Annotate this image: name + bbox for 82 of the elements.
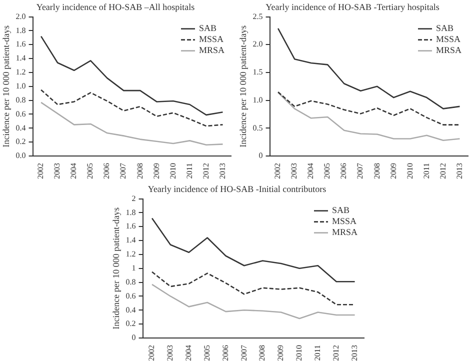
legend-label: SAB	[332, 205, 350, 216]
x-tick-label: 2012	[201, 163, 210, 179]
x-tick-label: 2011	[313, 345, 322, 361]
x-tick-label: 2009	[152, 163, 161, 179]
line-series	[151, 271, 356, 306]
x-tick-label: 2009	[388, 163, 398, 179]
x-tick-label: 2011	[422, 163, 431, 179]
x-tick-label: 2012	[331, 345, 340, 361]
y-axis-title: Incidence per 10 000 patient-days	[0, 24, 11, 148]
x-tick-label: 2009	[276, 345, 286, 361]
legend-label: MRSA	[199, 45, 226, 56]
x-tick-label: 2008	[135, 163, 144, 179]
x-tick-label: 2002	[147, 345, 156, 361]
x-tick-label: 2010	[294, 345, 304, 361]
y-tick-label: 1.8	[126, 208, 136, 217]
y-tick-label: 1.8	[16, 26, 26, 35]
line-series	[277, 91, 460, 126]
x-tick-label: 2006	[220, 345, 230, 361]
y-tick-label: 1.5	[252, 68, 263, 77]
y-axis-title: Incidence per 10 000 patient-days	[238, 24, 248, 148]
legend-label: MSSA	[436, 34, 462, 44]
x-tick-label: 2003	[290, 163, 299, 179]
x-tick-label: 2005	[86, 163, 95, 179]
chart-title: Yearly incidence of HO-SAB -Initial contributors	[148, 184, 327, 194]
chart-title: Yearly incidence of HO-SAB -Tertiary hospitals	[266, 2, 440, 12]
x-tick-label: 2002	[273, 163, 282, 179]
x-tick-label: 2008	[258, 345, 267, 361]
x-tick-label: 2007	[118, 163, 128, 179]
y-tick-label: 1.0	[16, 81, 26, 90]
x-tick-label: 2004	[69, 163, 78, 179]
x-tick-label: 2007	[239, 345, 248, 361]
x-tick-label: 2004	[184, 345, 193, 361]
y-tick-label: 1.6	[16, 40, 26, 49]
legend-label: MSSA	[332, 216, 358, 226]
y-tick-label: 1.4	[16, 54, 26, 63]
y-tick-label: 0.5	[252, 123, 263, 132]
y-tick-label: 0.8	[126, 277, 136, 286]
y-tick-label: 0.2	[126, 319, 136, 328]
x-tick-label: 2012	[438, 163, 448, 179]
y-tick-label: 0.6	[126, 291, 136, 300]
x-tick-label: 2013	[218, 163, 227, 179]
y-tick-label: 1.2	[126, 250, 136, 259]
y-tick-label: 2.5	[252, 12, 263, 21]
x-tick-label: 2013	[454, 163, 464, 179]
y-tick-label: 1.0	[252, 95, 263, 104]
x-tick-label: 2003	[166, 345, 175, 361]
x-tick-label: 2003	[52, 163, 62, 179]
y-tick-label: 1.4	[126, 236, 136, 245]
chart-title: Yearly incidence of HO-SAB –All hospitals	[36, 2, 196, 12]
legend-label: MRSA	[436, 45, 462, 56]
x-tick-label: 2006	[339, 163, 348, 179]
y-tick-label: 0.0	[16, 151, 26, 160]
x-tick-label: 2007	[356, 163, 365, 179]
legend-label: MSSA	[199, 34, 224, 44]
y-tick-label: 0.6	[16, 109, 26, 118]
y-tick-label: 0.4	[16, 123, 26, 132]
x-tick-label: 2004	[306, 163, 316, 179]
x-tick-label: 2010	[168, 163, 178, 179]
y-tick-label: 0	[258, 151, 263, 160]
y-tick-label: 0.4	[126, 305, 136, 314]
y-tick-label: 2	[132, 194, 136, 203]
x-tick-label: 2006	[102, 163, 112, 179]
y-tick-label: 2.0	[16, 12, 26, 21]
y-axis-title: Incidence per 10 000 patient-days	[110, 206, 121, 330]
x-tick-label: 2005	[202, 345, 212, 361]
legend-label: SAB	[199, 23, 217, 34]
legend-label: SAB	[436, 23, 454, 34]
y-tick-label: 1.2	[16, 68, 26, 77]
y-tick-label: 1.6	[126, 222, 136, 231]
y-tick-label: 1	[132, 263, 136, 272]
x-tick-label: 2013	[350, 345, 359, 361]
x-tick-label: 2010	[405, 163, 414, 179]
x-tick-label: 2011	[184, 163, 194, 179]
y-tick-label: 0.2	[16, 137, 26, 146]
y-tick-label: 0	[132, 333, 136, 342]
x-tick-label: 2005	[322, 163, 332, 179]
legend-label: MRSA	[332, 227, 358, 238]
x-tick-label: 2002	[36, 163, 46, 179]
line-series	[40, 89, 224, 127]
y-tick-label: 0.8	[16, 95, 26, 104]
y-tick-label: 2.0	[252, 40, 263, 49]
x-tick-label: 2008	[372, 163, 382, 179]
